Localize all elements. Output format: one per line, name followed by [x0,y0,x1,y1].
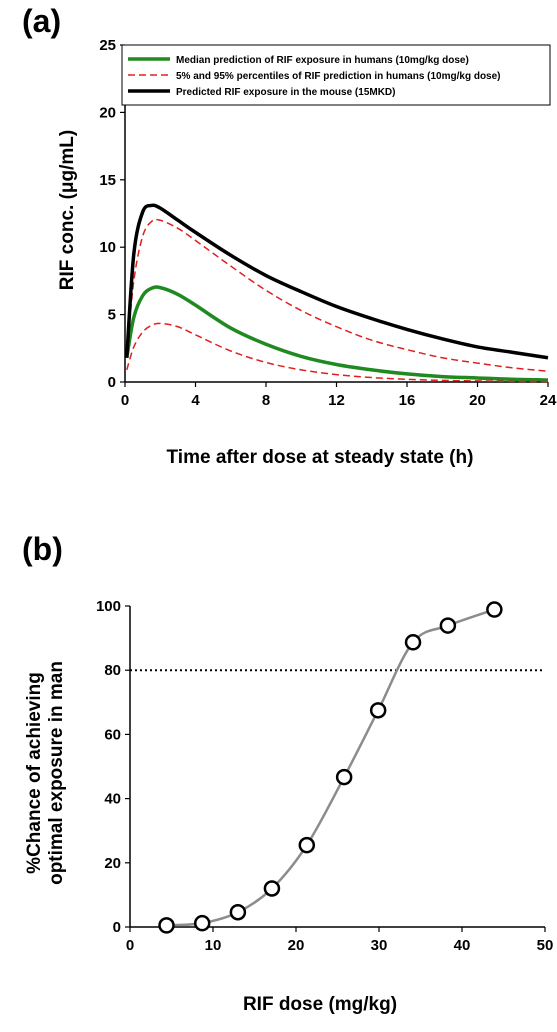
panel-a-x-tick-label: 16 [399,392,416,409]
panel-a-x-tick-label: 24 [540,392,557,409]
panel-b-label: (b) [22,531,63,567]
panel-b-x-tick-label: 50 [537,937,554,954]
panel-a: (a) RIF conc. (μg/mL) Time after dose at… [22,3,557,468]
data-point [404,634,422,651]
series-mouse-line [125,203,549,360]
data-point [439,617,457,634]
panel-a-label: (a) [22,3,61,39]
legend-label-percentiles: 5% and 95% percentiles of RIF prediction… [176,71,501,82]
panel-a-xlabel: Time after dose at steady state (h) [167,447,474,468]
panel-b: (b) %Chance of achieving optimal exposur… [22,531,553,1015]
panel-a-y-tick-label: 15 [99,172,116,189]
panel-b-x-tick-label: 30 [371,937,388,954]
legend-label-mouse: Predicted RIF exposure in the mouse (15M… [176,87,396,98]
panel-a-y-tick-label: 0 [108,374,116,391]
series-median-line [125,285,549,382]
data-point [158,917,175,934]
data-point [335,768,353,786]
panel-a-y-tick-label: 25 [99,37,116,54]
panel-b-xlabel: RIF dose (mg/kg) [243,994,397,1015]
data-point [263,880,281,897]
panel-b-ylabel-line1: %Chance of achieving [24,672,45,874]
legend: Median prediction of RIF exposure in hum… [121,44,551,106]
panel-a-y-tick-label: 20 [99,104,116,121]
data-point [486,601,503,618]
panel-b-y-tick-label: 0 [113,919,121,936]
panel-b-x-tick-label: 40 [454,937,471,954]
panel-a-x-tick-label: 4 [191,392,200,409]
panel-b-series [130,601,545,934]
panel-b-y-tick-label: 20 [104,855,121,872]
panel-b-x-tick-label: 0 [126,937,134,954]
panel-b-x-tick-label: 10 [205,937,222,954]
panel-a-x-tick-label: 12 [328,392,345,409]
panel-b-axes: 0 20 40 60 80 100 0 10 20 30 40 50 [96,598,553,954]
panel-b-x-tick-label: 20 [288,937,305,954]
data-point [193,914,211,932]
legend-label-median: Median prediction of RIF exposure in hum… [176,55,469,66]
panel-b-y-tick-label: 100 [96,598,121,615]
series-95th-percentile-line [126,218,549,372]
data-point [369,702,387,719]
panel-b-y-tick-label: 60 [104,726,121,743]
panel-a-series [125,203,549,383]
panel-a-x-tick-label: 8 [262,392,270,409]
panel-a-x-tick-label: 20 [469,392,486,409]
series-5th-percentile-line [126,322,549,383]
panel-b-y-tick-label: 80 [104,662,121,679]
panel-a-x-tick-label: 0 [121,392,129,409]
data-point [229,903,247,921]
panel-b-y-tick-label: 40 [104,791,121,808]
panel-a-axes: 0 5 10 15 20 25 0 4 8 12 16 20 24 [99,37,557,409]
data-point [298,836,316,854]
panel-a-ylabel: RIF conc. (μg/mL) [57,130,78,290]
panel-b-ylabel-line2: optimal exposure in man [46,661,67,885]
legend-box [121,44,551,106]
panel-a-y-tick-label: 5 [108,307,116,324]
panel-a-y-tick-label: 10 [99,239,116,256]
dose-response-curve [166,608,495,927]
